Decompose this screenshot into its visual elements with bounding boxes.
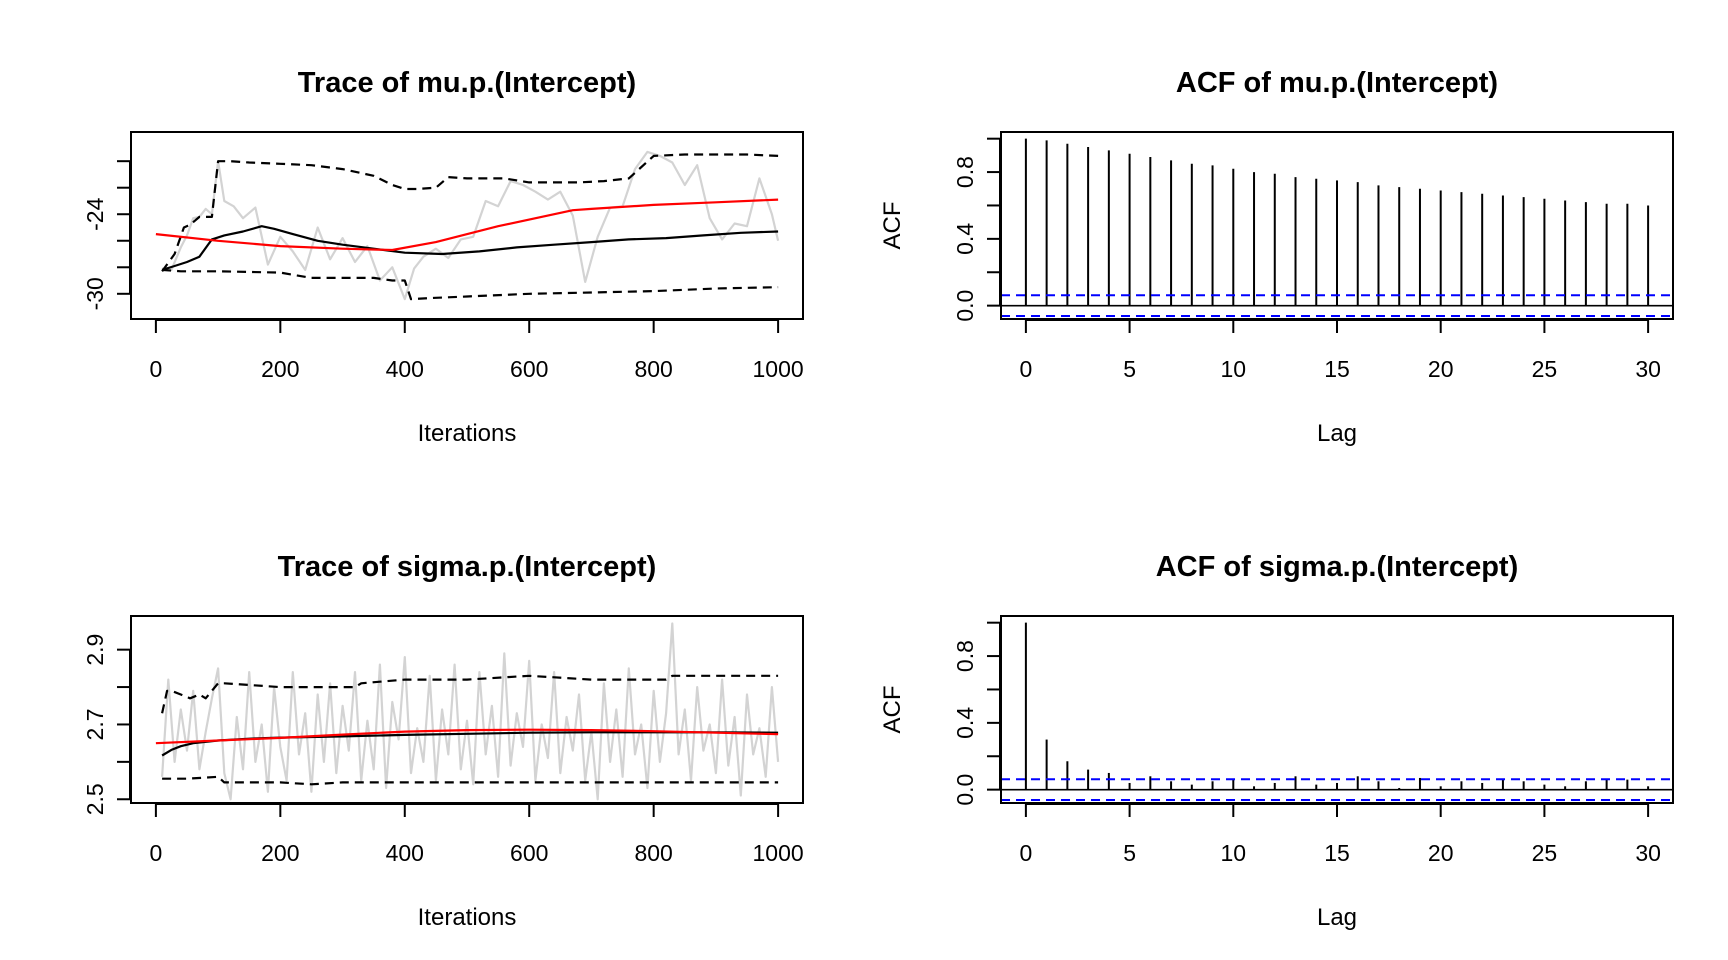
x-axis: 0 5 10 15 20 25 30 — [1019, 319, 1661, 382]
running-mean-line — [161, 225, 779, 271]
lower-quantile-line — [162, 775, 779, 786]
x-axis: 0 200 400 600 800 1000 — [149, 803, 804, 866]
chart-title: Trace of mu.p.(Intercept) — [298, 67, 636, 99]
x-tick-label: 5 — [1123, 840, 1136, 866]
x-axis-label: Lag — [1317, 420, 1357, 447]
x-tick-label: 400 — [386, 356, 424, 382]
y-axis-label: ACF — [879, 202, 906, 250]
y-tick-label: 0.4 — [952, 707, 978, 739]
x-tick-label: 800 — [634, 840, 672, 866]
x-tick-label: 400 — [386, 840, 424, 866]
x-tick-label: 15 — [1324, 840, 1350, 866]
x-tick-label: 0 — [149, 356, 162, 382]
x-tick-label: 800 — [634, 356, 672, 382]
chart-title: ACF of sigma.p.(Intercept) — [1156, 551, 1519, 583]
x-axis: 0 5 10 15 20 25 30 — [1019, 803, 1661, 866]
x-axis-label: Iterations — [418, 420, 517, 447]
y-tick-label: 2.9 — [82, 634, 108, 666]
x-tick-label: 0 — [1019, 356, 1032, 382]
y-tick-label: 2.7 — [82, 708, 108, 740]
x-tick-label: 5 — [1123, 356, 1136, 382]
y-tick-label: 0.0 — [952, 290, 978, 322]
chart-panel-4: ACF of sigma.p.(Intercept) Lag ACF 0 5 10 15 20… — [879, 551, 1674, 931]
x-tick-label: 0 — [149, 840, 162, 866]
x-axis-label: Iterations — [418, 904, 517, 931]
plot-area — [1001, 622, 1673, 801]
y-tick-label: 0.0 — [952, 774, 978, 806]
y-tick-label: -30 — [82, 277, 108, 310]
x-tick-label: 600 — [510, 356, 548, 382]
y-axis: -30 -24 — [82, 160, 131, 310]
plot-box — [130, 131, 804, 320]
chart-panel-2: ACF of mu.p.(Intercept) Lag ACF 0 5 10 15 20 25 3… — [879, 67, 1674, 447]
x-tick-label: 30 — [1635, 356, 1661, 382]
chart-title: Trace of sigma.p.(Intercept) — [278, 551, 657, 583]
trace-line — [161, 622, 780, 801]
x-tick-label: 20 — [1428, 356, 1454, 382]
trace-line — [161, 150, 780, 301]
x-tick-label: 200 — [261, 356, 299, 382]
y-tick-label: 0.8 — [952, 640, 978, 672]
chart-title: ACF of mu.p.(Intercept) — [1176, 67, 1498, 99]
y-axis-label: ACF — [879, 686, 906, 734]
plot-area — [155, 622, 780, 801]
running-mean-line — [161, 731, 779, 757]
x-tick-label: 30 — [1635, 840, 1661, 866]
y-tick-label: 0.8 — [952, 156, 978, 188]
x-tick-label: 20 — [1428, 840, 1454, 866]
y-tick-label: 2.5 — [82, 783, 108, 815]
x-tick-label: 15 — [1324, 356, 1350, 382]
upper-quantile-line — [161, 153, 779, 272]
chart-panel-1: Trace of mu.p.(Intercept) Iterations 0 200 4… — [82, 67, 804, 447]
smooth-line — [155, 728, 779, 745]
plot-area — [155, 150, 780, 301]
x-axis-label: Lag — [1317, 904, 1357, 931]
y-tick-label: 0.4 — [952, 223, 978, 255]
x-tick-label: 0 — [1019, 840, 1032, 866]
upper-quantile-line — [161, 674, 779, 714]
y-axis: 0.0 0.4 0.8 — [952, 137, 1001, 322]
plot-area — [1001, 138, 1673, 317]
x-tick-label: 1000 — [753, 356, 804, 382]
y-tick-label: -24 — [82, 197, 108, 230]
x-tick-label: 25 — [1532, 356, 1558, 382]
lower-quantile-line — [162, 268, 779, 301]
x-tick-label: 25 — [1532, 840, 1558, 866]
y-axis: 2.5 2.7 2.9 — [82, 634, 131, 815]
x-tick-label: 1000 — [753, 840, 804, 866]
x-tick-label: 10 — [1220, 356, 1246, 382]
x-tick-label: 200 — [261, 840, 299, 866]
x-tick-label: 10 — [1220, 840, 1246, 866]
x-tick-label: 600 — [510, 840, 548, 866]
y-axis: 0.0 0.4 0.8 — [952, 621, 1001, 806]
x-axis: 0 200 400 600 800 1000 — [149, 319, 804, 382]
plot-box — [1000, 615, 1674, 804]
smooth-line — [155, 198, 779, 252]
